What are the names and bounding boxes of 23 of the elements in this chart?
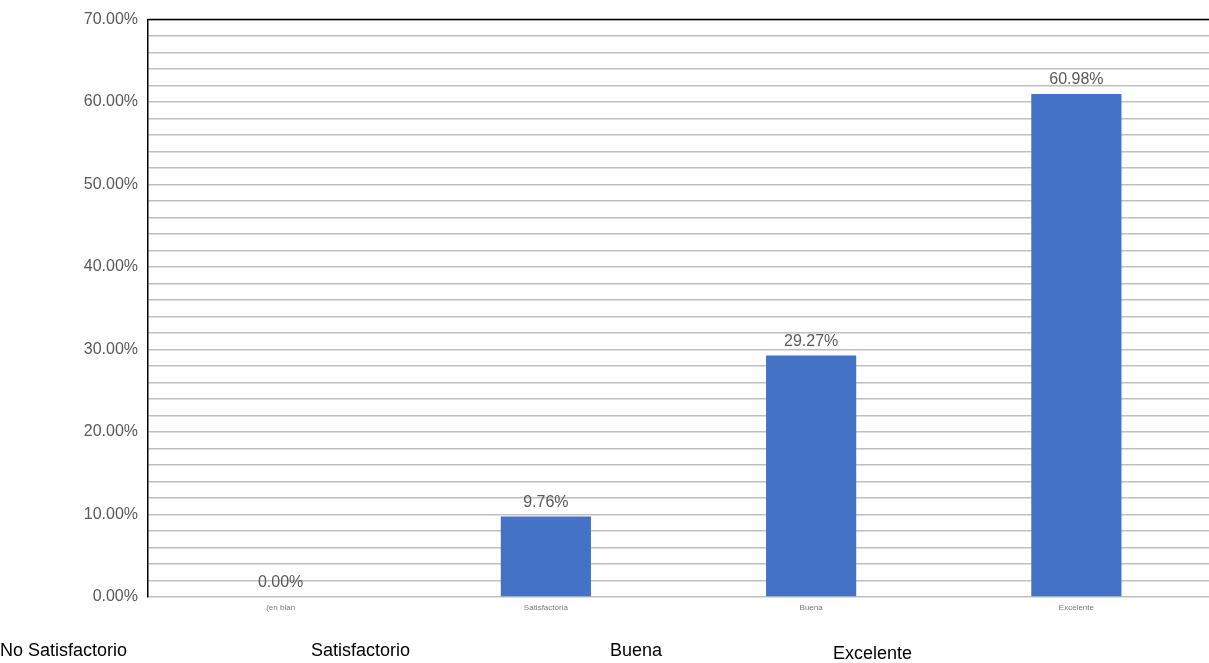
y-tick-label: 30.00% <box>83 339 138 357</box>
data-label: 60.98% <box>1049 70 1104 88</box>
y-tick-label: 20.00% <box>83 422 138 440</box>
data-label: 0.00% <box>257 573 304 591</box>
y-tick-label: 50.00% <box>83 174 138 192</box>
data-label: 29.27% <box>783 331 839 349</box>
text: Buena <box>610 640 663 660</box>
bar <box>766 355 857 597</box>
bar <box>1031 94 1122 597</box>
bar <box>500 516 591 597</box>
x-tick-label: Buena <box>799 603 824 612</box>
x-tick-label: (en blan <box>266 603 296 612</box>
x-tick-label: Satisfactoria <box>523 603 569 612</box>
y-tick-label: 60.00% <box>83 92 138 110</box>
x-tick-label: Excelente <box>1058 603 1095 612</box>
y-tick-label: 10.00% <box>83 504 138 522</box>
text: Satisfactorio <box>311 640 411 660</box>
data-label: 9.76% <box>523 492 569 510</box>
y-tick-label: 40.00% <box>83 257 138 275</box>
y-tick-label: 0.00% <box>92 587 138 605</box>
y-tick-label: 70.00% <box>83 10 138 28</box>
text: Excelente <box>833 643 913 663</box>
text: No Satisfactorio <box>0 640 128 660</box>
